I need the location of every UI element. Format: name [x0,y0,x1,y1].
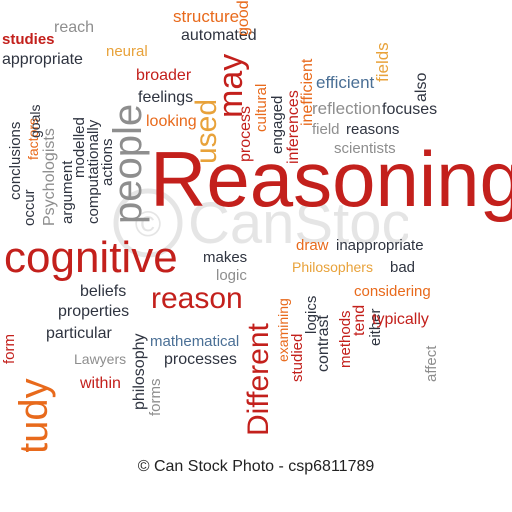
word-studied: studied [289,333,306,382]
word-within: within [80,375,121,392]
word-studies: studies [2,31,55,48]
word-fields: fields [373,42,392,82]
word-psychologists: Psychologists [41,128,58,226]
word-processes: processes [164,351,237,368]
word-bad: bad [390,259,416,276]
word-scientists: scientists [334,140,396,157]
word-affect: affect [423,345,440,382]
word-neural: neural [106,43,148,60]
word-field: field [312,121,340,138]
word-automated: automated [181,27,257,44]
word-cultural: cultural [253,83,270,132]
word-philosophers: Philosophers [292,259,373,275]
word-reach: reach [54,19,95,36]
word-different: Different [242,323,275,436]
word-philosophy: philosophy [131,333,148,411]
word-form: form [1,334,18,364]
word-good: good [235,0,252,36]
word-efficient: efficient [316,73,375,92]
word-draw: draw [296,237,329,254]
word-reason: reason [151,282,243,315]
word-looking: looking [146,113,197,130]
word-structure: structure [173,7,240,26]
word-particular: particular [46,325,112,342]
word-inappropriate: inappropriate [336,237,424,254]
word-forms: forms [147,378,164,417]
word-mathematical: mathematical [150,333,240,350]
word-properties: properties [58,303,130,320]
word-contrast: contrast [315,315,332,372]
word-reasons: reasons [346,121,400,138]
photo-credit: © Can Stock Photo - csp6811789 [137,458,375,475]
word-logic: logic [216,267,247,284]
word-tend: tend [351,304,368,336]
word-also: also [413,72,430,102]
word-reflection: reflection [312,99,381,118]
word-appropriate: appropriate [2,51,83,68]
word-occur: occur [21,189,38,226]
credit-bar [0,452,512,512]
word-people: people [106,103,150,224]
word-goals: goals [27,104,43,138]
word-lawyers: Lawyers [74,351,127,367]
word-conclusions: conclusions [7,121,24,200]
word-broader: broader [136,67,192,84]
word-reasoning: Reasoning [150,135,512,223]
word-feelings: feelings [138,89,194,106]
word-cognitive: cognitive [4,233,178,282]
word-beliefs: beliefs [80,283,127,300]
word-examining: examining [275,298,291,362]
word-focuses: focuses [382,101,438,118]
word-considering: considering [354,283,431,300]
word-makes: makes [203,249,248,266]
word-typically: typically [372,311,429,328]
